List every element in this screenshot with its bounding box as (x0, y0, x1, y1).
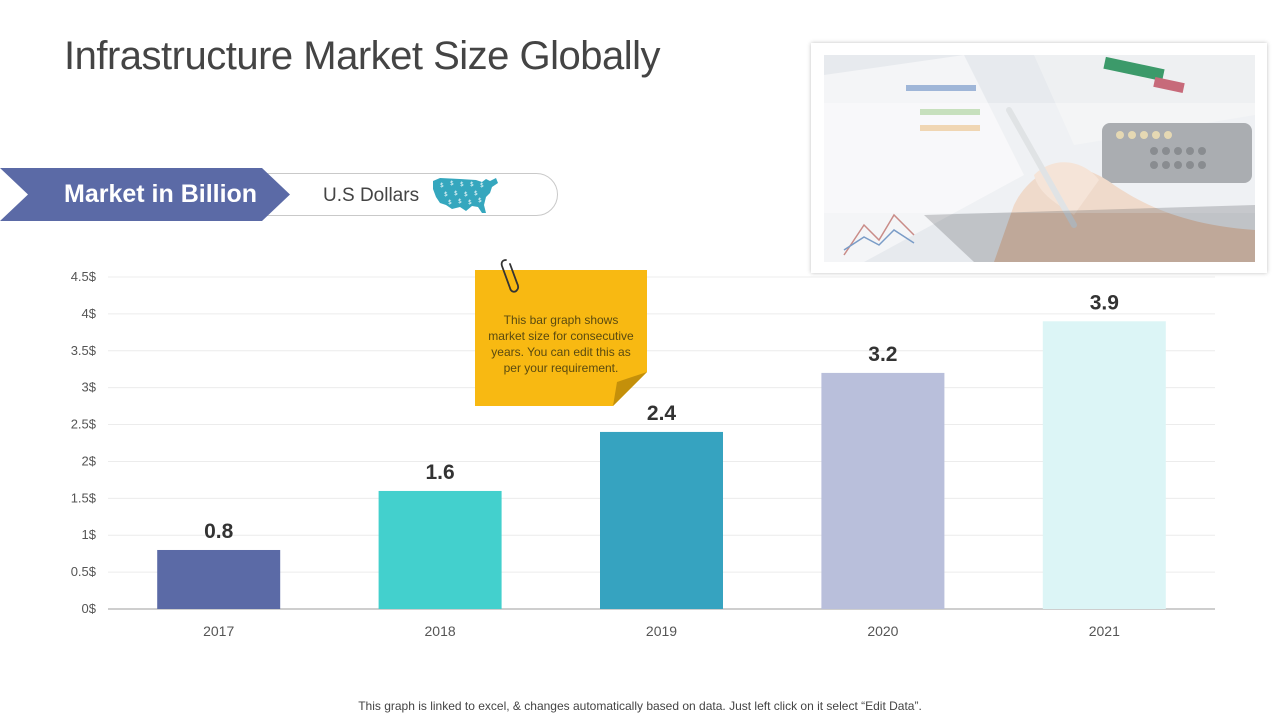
svg-text:$: $ (470, 181, 474, 188)
bar (821, 372, 945, 609)
svg-text:$: $ (444, 191, 448, 198)
x-tick-label: 2020 (867, 623, 898, 639)
paperclip-icon (500, 259, 520, 293)
svg-text:$: $ (478, 197, 482, 204)
x-tick-label: 2021 (1089, 623, 1120, 639)
svg-text:$: $ (454, 190, 458, 197)
bar (1042, 321, 1166, 609)
bar (157, 549, 281, 609)
y-tick-label: 1.5$ (71, 490, 97, 505)
business-analysis-photo (824, 55, 1255, 262)
bar (378, 490, 502, 609)
banner-arrow (0, 168, 290, 221)
y-tick-label: 0$ (82, 601, 97, 616)
footer-note: This graph is linked to excel, & changes… (358, 699, 922, 713)
data-label: 0.8 (204, 520, 234, 543)
data-label: 1.6 (425, 461, 454, 484)
svg-text:$: $ (464, 191, 468, 198)
data-label: 2.4 (647, 402, 677, 425)
svg-text:$: $ (474, 190, 478, 197)
page-title: Infrastructure Market Size Globally (64, 34, 661, 78)
x-tick-label: 2017 (203, 623, 234, 639)
bar (600, 431, 723, 609)
y-tick-label: 2$ (82, 453, 97, 468)
data-label: 3.9 (1090, 291, 1119, 314)
x-tick-label: 2018 (425, 623, 456, 639)
y-tick-label: 4.5$ (71, 269, 97, 284)
y-tick-label: 3$ (82, 380, 97, 395)
svg-text:$: $ (480, 182, 484, 189)
y-tick-label: 0.5$ (71, 564, 97, 579)
usa-map-icon: $ $ $ $ $ $ $ $ $ $ $ $ $ (433, 178, 498, 213)
sticky-note (475, 270, 647, 406)
y-tick-label: 3.5$ (71, 343, 97, 358)
x-tick-label: 2019 (646, 623, 677, 639)
svg-text:$: $ (468, 199, 472, 206)
svg-text:$: $ (458, 198, 462, 205)
data-label: 3.2 (868, 343, 897, 366)
svg-text:$: $ (460, 181, 464, 188)
sticky-note-text: This bar graph shows market size for con… (488, 313, 634, 375)
y-tick-label: 4$ (82, 306, 97, 321)
svg-text:$: $ (450, 180, 454, 187)
y-tick-label: 1$ (82, 527, 97, 542)
unit-label: U.S Dollars (323, 185, 420, 206)
y-tick-label: 2.5$ (71, 417, 97, 432)
svg-text:$: $ (448, 199, 452, 206)
banner-label: Market in Billion (64, 180, 258, 208)
svg-text:$: $ (440, 182, 444, 189)
